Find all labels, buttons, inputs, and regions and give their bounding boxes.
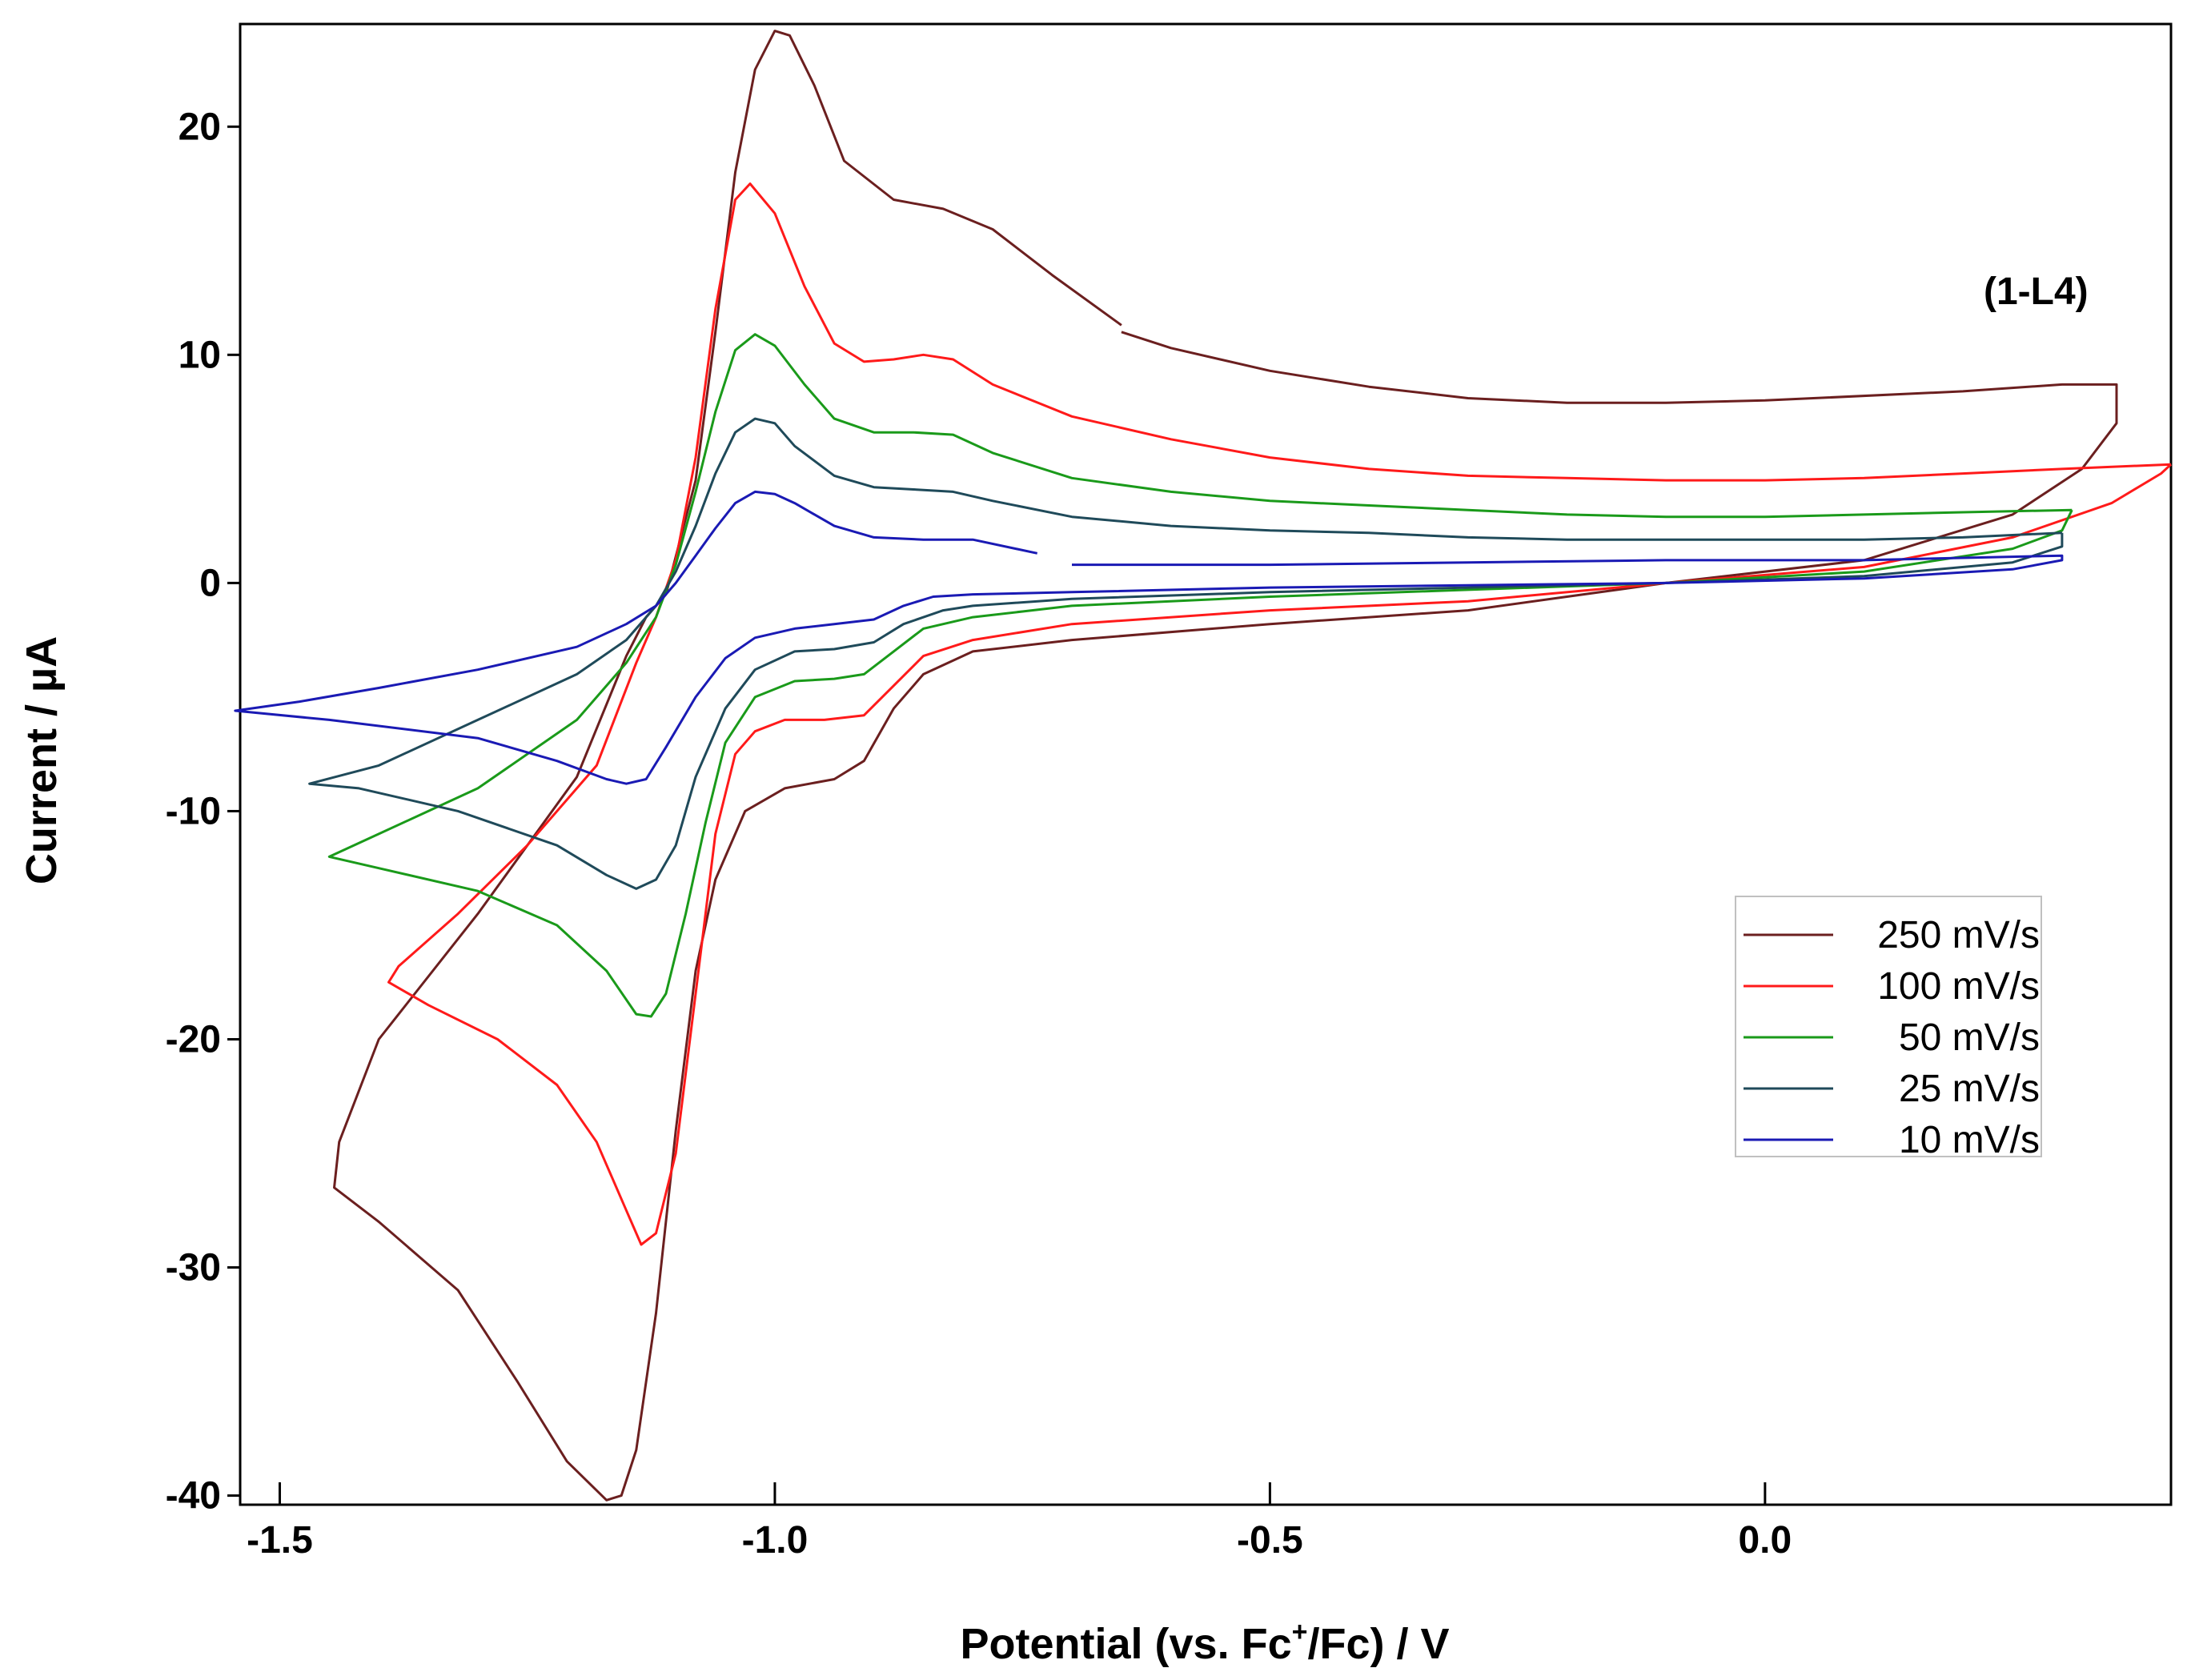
y-axis-title: Current / µA [18,636,66,884]
series-line-250-mvs [333,30,2118,1502]
y-tick-label: 10 [179,334,221,376]
y-tick-label: -20 [166,1018,221,1061]
series-line-25-mvs [308,417,2064,890]
series-line-100-mvs [387,182,2173,1246]
annotation-label: (1-L4) [1984,271,2089,313]
x-axis: -1.5 -1.0 -0.5 0.0 [247,1482,1792,1562]
series-line-10-mvs [234,490,2064,785]
legend-label: 250 mV/s [1877,914,2040,956]
plot-frame [239,22,2173,1506]
x-tick-label: 0.0 [1738,1519,1792,1562]
legend-label: 25 mV/s [1899,1068,2040,1110]
x-tick-label: -1.5 [247,1519,313,1562]
y-tick-label: -10 [166,790,221,832]
x-tick-label: -1.0 [742,1519,809,1562]
x-axis-title: Potential (vs. Fc+/Fc) / V [961,1617,1450,1668]
y-tick-label: -30 [166,1247,221,1289]
y-axis: -40 -30 -20 -10 0 10 20 [166,106,240,1518]
legend-label: 10 mV/s [1899,1119,2040,1161]
y-tick-label: 20 [179,106,221,148]
legend-label: 100 mV/s [1877,965,2040,1008]
x-tick-label: -0.5 [1237,1519,1303,1562]
legend-label: 50 mV/s [1899,1016,2040,1059]
legend: 250 mV/s 100 mV/s 50 mV/s 25 mV/s 10 mV/s [1735,896,2042,1161]
y-tick-label: 0 [199,562,221,604]
y-tick-label: -40 [166,1475,221,1518]
data-curves [234,30,2173,1502]
series-line-50-mvs [327,333,2073,1018]
legend-box [1735,896,2042,1157]
